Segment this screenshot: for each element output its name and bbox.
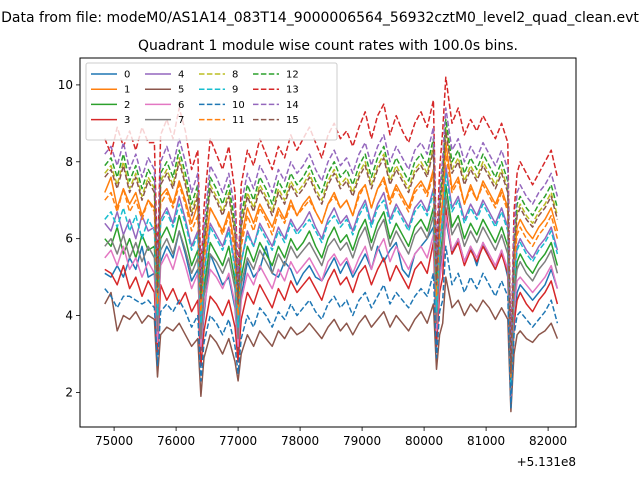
y-tick-label: 8 <box>65 155 73 169</box>
chart-title: Quadrant 1 module wise count rates with … <box>138 38 518 54</box>
legend-label-0: 0 <box>124 70 130 81</box>
legend-label-4: 4 <box>178 70 184 81</box>
legend-label-12: 12 <box>286 70 299 81</box>
series-line-14 <box>104 107 559 363</box>
series-line-10 <box>104 245 559 409</box>
x-axis: 75000 76000 77000 78000 79000 80000 81000 82000 <box>95 427 567 448</box>
legend-label-1: 1 <box>124 85 130 96</box>
series-line-8 <box>104 126 559 371</box>
series-line-4 <box>104 164 559 382</box>
legend-label-2: 2 <box>124 100 130 111</box>
series-line-15 <box>104 130 559 374</box>
legend-label-11: 11 <box>232 115 245 126</box>
x-tick-label: 78000 <box>281 434 319 448</box>
series-line-5 <box>104 276 559 413</box>
series-line-6 <box>104 214 559 398</box>
x-tick-label: 81000 <box>467 434 505 448</box>
x-axis-offset-label: +5.131e8 <box>517 455 576 469</box>
x-tick-label: 80000 <box>405 434 443 448</box>
legend-box <box>85 62 338 141</box>
y-tick-label: 4 <box>65 309 73 323</box>
y-tick-label: 6 <box>65 232 73 246</box>
figure-suptitle: Data from file: modeM0/AS1A14_083T14_900… <box>1 10 639 26</box>
legend-label-15: 15 <box>286 115 299 126</box>
x-tick-label: 79000 <box>343 434 381 448</box>
y-tick-label: 10 <box>58 78 73 92</box>
series-line-9 <box>104 172 559 386</box>
legend-label-13: 13 <box>286 85 299 96</box>
series-line-7 <box>104 195 559 394</box>
x-tick-label: 77000 <box>219 434 257 448</box>
axes-frame <box>79 57 577 428</box>
legend-label-9: 9 <box>232 85 238 96</box>
x-tick-label: 75000 <box>95 434 133 448</box>
legend-label-14: 14 <box>286 100 299 111</box>
legend-label-7: 7 <box>178 115 184 126</box>
series-line-2 <box>104 184 559 390</box>
series-line-12 <box>104 118 559 367</box>
x-tick-label: 76000 <box>157 434 195 448</box>
series-line-1 <box>104 141 559 378</box>
y-tick-label: 2 <box>65 385 73 399</box>
y-axis: 2 4 6 8 10 <box>58 78 80 399</box>
legend-label-5: 5 <box>178 85 184 96</box>
legend-label-8: 8 <box>232 70 238 81</box>
series-line-11 <box>104 153 559 378</box>
legend-label-6: 6 <box>178 100 184 111</box>
legend-label-10: 10 <box>232 100 245 111</box>
series-line-3 <box>104 207 559 405</box>
series-layer <box>104 76 559 413</box>
legend-label-3: 3 <box>124 115 130 126</box>
x-tick-label: 82000 <box>529 434 567 448</box>
